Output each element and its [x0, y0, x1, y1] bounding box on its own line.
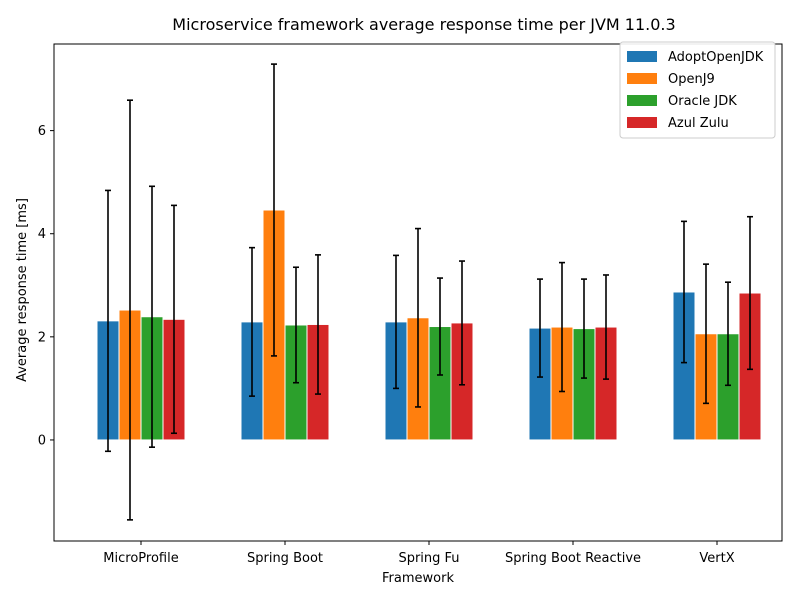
x-tick-label: Spring Boot [247, 551, 323, 566]
x-axis-label: Framework [382, 571, 454, 586]
legend-label: Azul Zulu [668, 116, 729, 131]
legend-label: AdoptOpenJDK [668, 50, 764, 65]
y-tick-label: 0 [38, 433, 46, 448]
plot-area: 0 2 4 6 MicroProfile Spring Boot Spring Fu Spri… [38, 43, 783, 566]
legend-swatch [627, 95, 657, 106]
y-tick-label: 4 [38, 227, 46, 242]
y-axis-label: Average response time [ms] [15, 198, 30, 382]
legend-box [619, 41, 776, 139]
legend-swatch [627, 73, 657, 84]
y-tick-label: 6 [38, 124, 46, 139]
x-tick-label: Spring Fu [398, 551, 459, 566]
legend-label: Oracle JDK [668, 94, 737, 109]
y-tick-label: 2 [38, 330, 46, 345]
x-tick-label: Spring Boot Reactive [505, 551, 641, 566]
legend-swatch [627, 51, 657, 62]
legend-swatch [627, 117, 657, 128]
legend: AdoptOpenJDK OpenJ9 Oracle JDK Azul Zulu [619, 41, 776, 139]
legend-label: OpenJ9 [668, 72, 715, 87]
chart-title: Microservice framework average response … [172, 15, 675, 34]
plot-frame [53, 43, 783, 542]
x-tick-label: MicroProfile [103, 551, 178, 566]
x-tick-label: VertX [699, 551, 734, 566]
